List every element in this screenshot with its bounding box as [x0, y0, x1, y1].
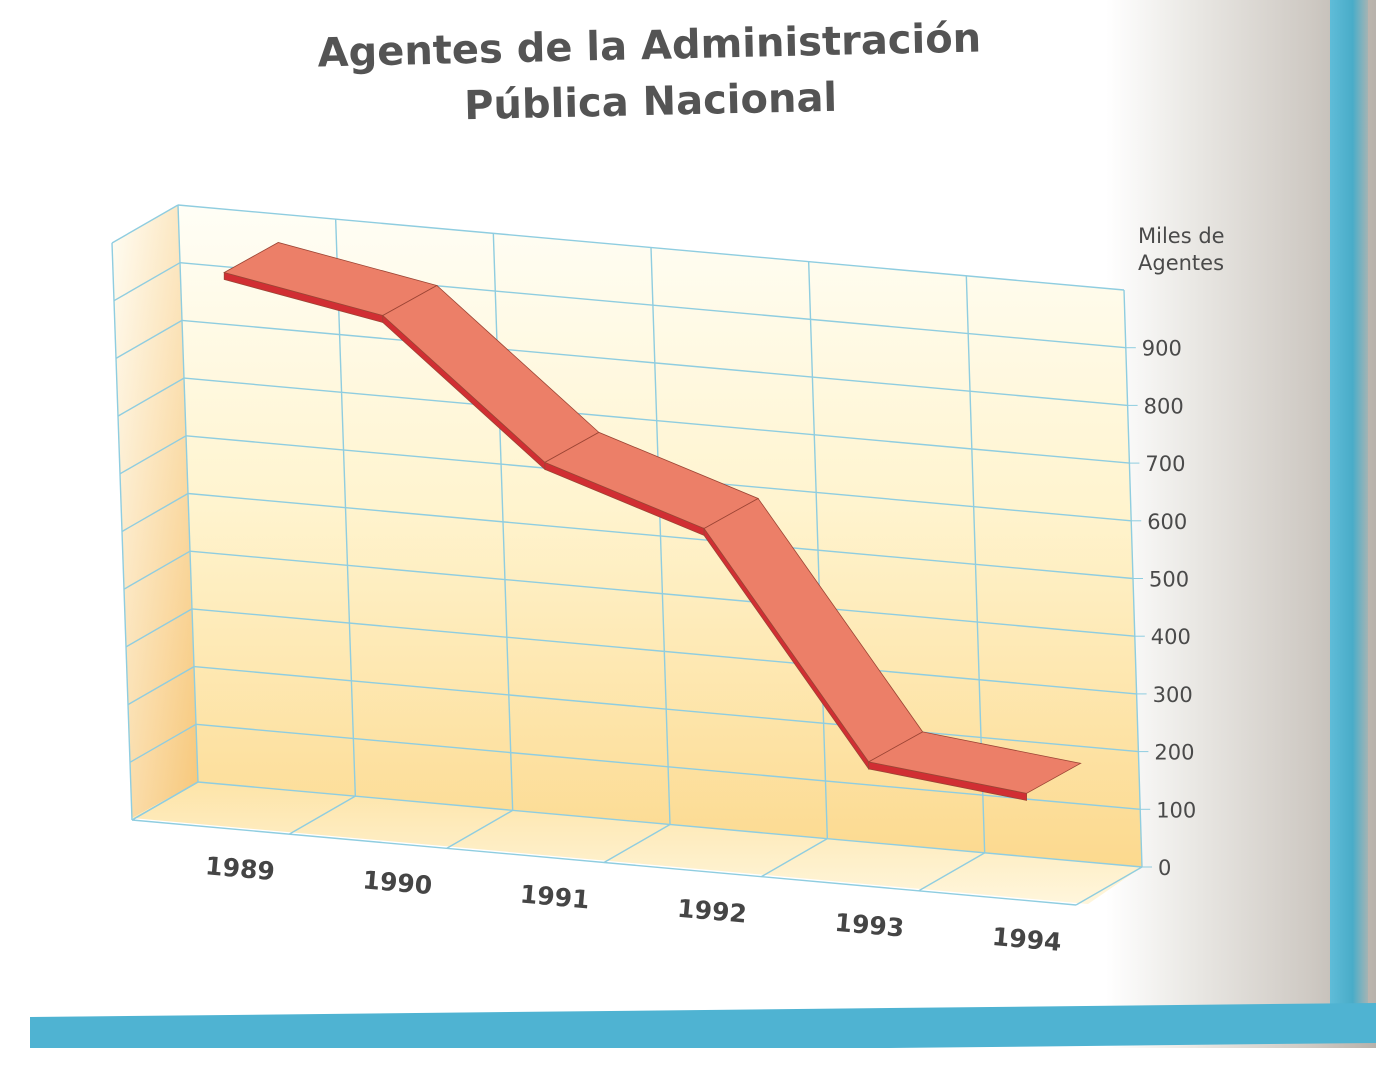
grid-line-side [111, 204, 179, 244]
grid-line-side [115, 319, 183, 360]
y-tick-label: 200 [1154, 741, 1194, 765]
bottom-margin [0, 1048, 1376, 1088]
grid-line-floor [446, 809, 514, 849]
x-tick-label: 1989 [204, 851, 276, 886]
grid-line-side [119, 435, 187, 475]
grid-line-side [121, 492, 189, 533]
y-tick-label: 400 [1151, 625, 1191, 649]
grid-line-v [334, 219, 357, 797]
grid-line-side [117, 377, 185, 417]
grid-line-side [125, 608, 193, 648]
grid-line-side [129, 723, 197, 763]
y-tick-label: 800 [1144, 394, 1184, 418]
floor-front-edge [131, 819, 1077, 906]
x-axis-ticks: 1989 1990 1991 1992 1993 1994 [204, 851, 1063, 957]
y-axis-ticks: 900 800 700 600 500 400 300 200 100 0 [1125, 337, 1196, 880]
chart-frame [112, 205, 1142, 904]
x-tick-label: 1990 [361, 865, 433, 900]
y-tick-label: 900 [1142, 337, 1182, 361]
grid-line-floor [760, 838, 828, 878]
x-tick-label: 1991 [519, 880, 591, 915]
y-tick-label: 600 [1147, 510, 1187, 534]
grid-line-floor [1075, 866, 1143, 906]
x-tick-label: 1994 [991, 922, 1063, 957]
y-tick-label: 0 [1158, 856, 1171, 880]
y-axis-label-line-1: Miles de [1138, 224, 1225, 248]
grid-line-side [127, 665, 195, 706]
side-front-edge [111, 242, 133, 821]
grid-line-floor [131, 781, 199, 821]
y-axis-label-line-2: Agentes [1138, 251, 1224, 275]
y-tick-label: 100 [1156, 798, 1196, 822]
ribbon-top-segment [867, 731, 1082, 794]
grid-line-v [650, 247, 671, 825]
x-tick-label: 1992 [676, 894, 748, 929]
chart-side-wall [112, 205, 198, 818]
grid-line-v [177, 204, 199, 783]
grid-line-floor [288, 795, 356, 835]
grid-line-floor [603, 823, 671, 864]
grid-line-side [113, 262, 181, 302]
page-edge-stripe [1330, 0, 1368, 1010]
y-tick-label: 500 [1149, 568, 1189, 592]
grid-line-v [492, 233, 514, 811]
grid-line-side [123, 550, 191, 590]
grid-line-floor [918, 852, 986, 892]
y-tick-label: 300 [1153, 683, 1193, 707]
y-tick-label: 700 [1145, 452, 1185, 476]
grid-line-v [807, 261, 829, 839]
x-tick-label: 1993 [833, 908, 905, 943]
data-ribbon [223, 242, 1082, 801]
